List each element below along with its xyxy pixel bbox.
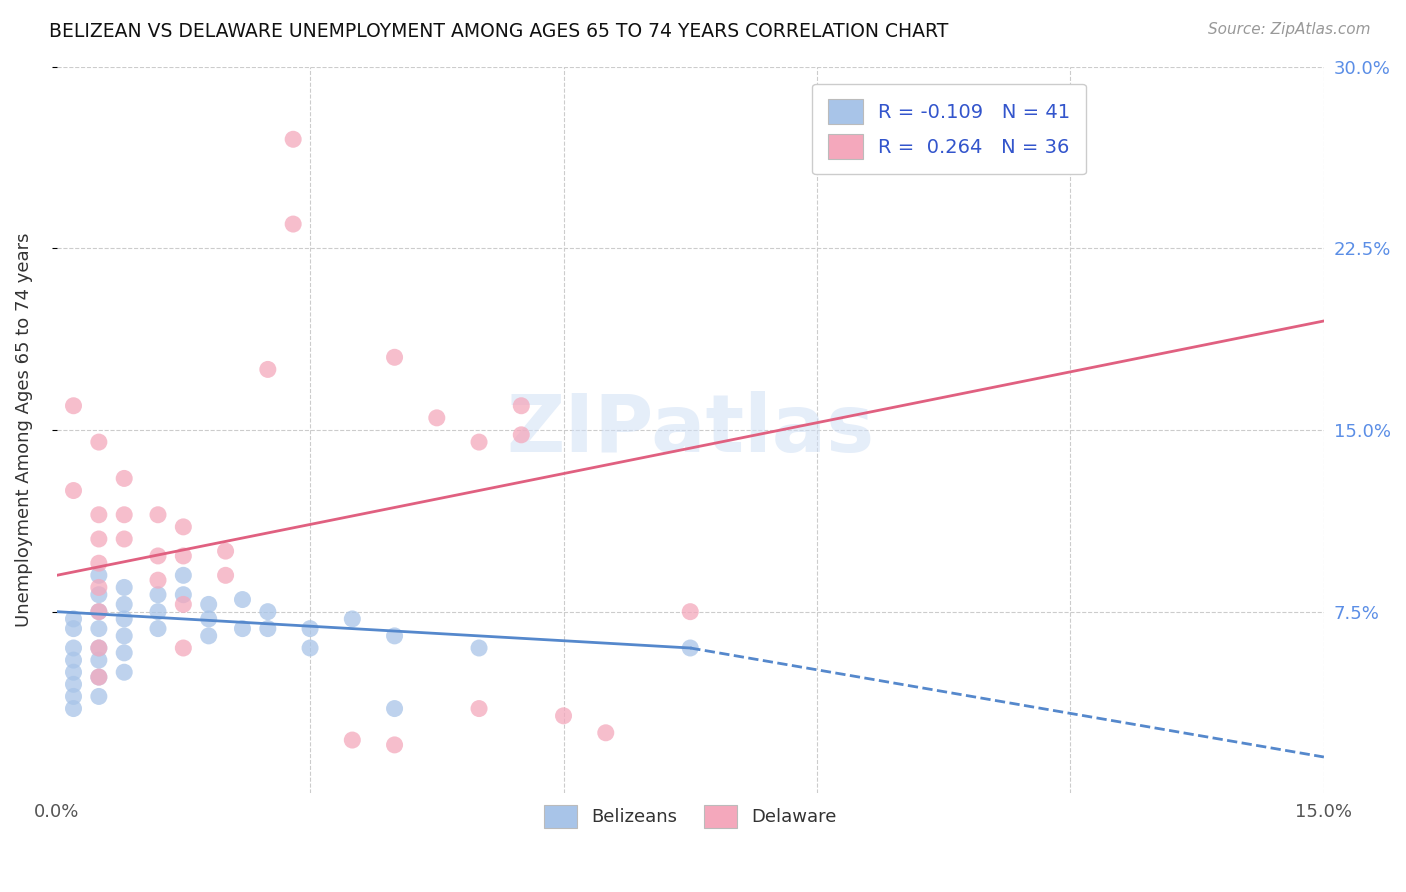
Point (62, 399, 84, 413)
Point (679, 605, 702, 619)
Point (231, 592, 253, 607)
Point (146, 549, 169, 563)
Point (62, 622, 84, 636)
Point (299, 622, 322, 636)
Point (87, 581, 110, 595)
Text: Source: ZipAtlas.com: Source: ZipAtlas.com (1208, 22, 1371, 37)
Point (384, 351, 406, 365)
Point (384, 701, 406, 715)
Point (426, 410, 449, 425)
Point (87, 588, 110, 602)
Point (87, 622, 110, 636)
Point (510, 399, 533, 413)
Point (384, 629, 406, 643)
Point (112, 646, 135, 660)
Point (146, 588, 169, 602)
Point (62, 701, 84, 715)
Point (87, 605, 110, 619)
Point (87, 690, 110, 704)
Point (231, 622, 253, 636)
Text: ZIPatlas: ZIPatlas (506, 391, 875, 469)
Point (112, 471, 135, 485)
Point (256, 622, 278, 636)
Point (62, 690, 84, 704)
Point (87, 605, 110, 619)
Legend: Belizeans, Delaware: Belizeans, Delaware (537, 797, 844, 835)
Point (256, 605, 278, 619)
Point (112, 581, 135, 595)
Point (384, 738, 406, 752)
Point (87, 532, 110, 546)
Point (87, 508, 110, 522)
Point (62, 483, 84, 498)
Point (146, 508, 169, 522)
Point (87, 640, 110, 655)
Point (112, 532, 135, 546)
Point (197, 629, 219, 643)
Point (112, 598, 135, 612)
Point (172, 598, 194, 612)
Point (256, 362, 278, 376)
Point (112, 629, 135, 643)
Point (197, 598, 219, 612)
Point (172, 640, 194, 655)
Point (62, 665, 84, 680)
Point (299, 640, 322, 655)
Point (87, 435, 110, 450)
Point (679, 640, 702, 655)
Point (468, 435, 491, 450)
Point (342, 612, 364, 626)
Point (595, 726, 617, 740)
Point (172, 520, 194, 534)
Point (112, 612, 135, 626)
Point (146, 573, 169, 587)
Point (146, 605, 169, 619)
Point (87, 653, 110, 667)
Point (87, 670, 110, 684)
Point (468, 640, 491, 655)
Point (342, 733, 364, 747)
Point (87, 556, 110, 570)
Point (553, 708, 575, 723)
Point (62, 640, 84, 655)
Point (283, 217, 305, 231)
Point (283, 132, 305, 146)
Y-axis label: Unemployment Among Ages 65 to 74 years: Unemployment Among Ages 65 to 74 years (15, 233, 32, 627)
Text: BELIZEAN VS DELAWARE UNEMPLOYMENT AMONG AGES 65 TO 74 YEARS CORRELATION CHART: BELIZEAN VS DELAWARE UNEMPLOYMENT AMONG … (49, 22, 949, 41)
Point (112, 508, 135, 522)
Point (112, 665, 135, 680)
Point (62, 677, 84, 691)
Point (172, 588, 194, 602)
Point (214, 544, 236, 558)
Point (87, 568, 110, 582)
Point (172, 568, 194, 582)
Point (62, 612, 84, 626)
Point (468, 701, 491, 715)
Point (197, 612, 219, 626)
Point (62, 653, 84, 667)
Point (214, 568, 236, 582)
Point (510, 427, 533, 442)
Point (87, 670, 110, 684)
Point (172, 549, 194, 563)
Point (87, 640, 110, 655)
Point (146, 622, 169, 636)
